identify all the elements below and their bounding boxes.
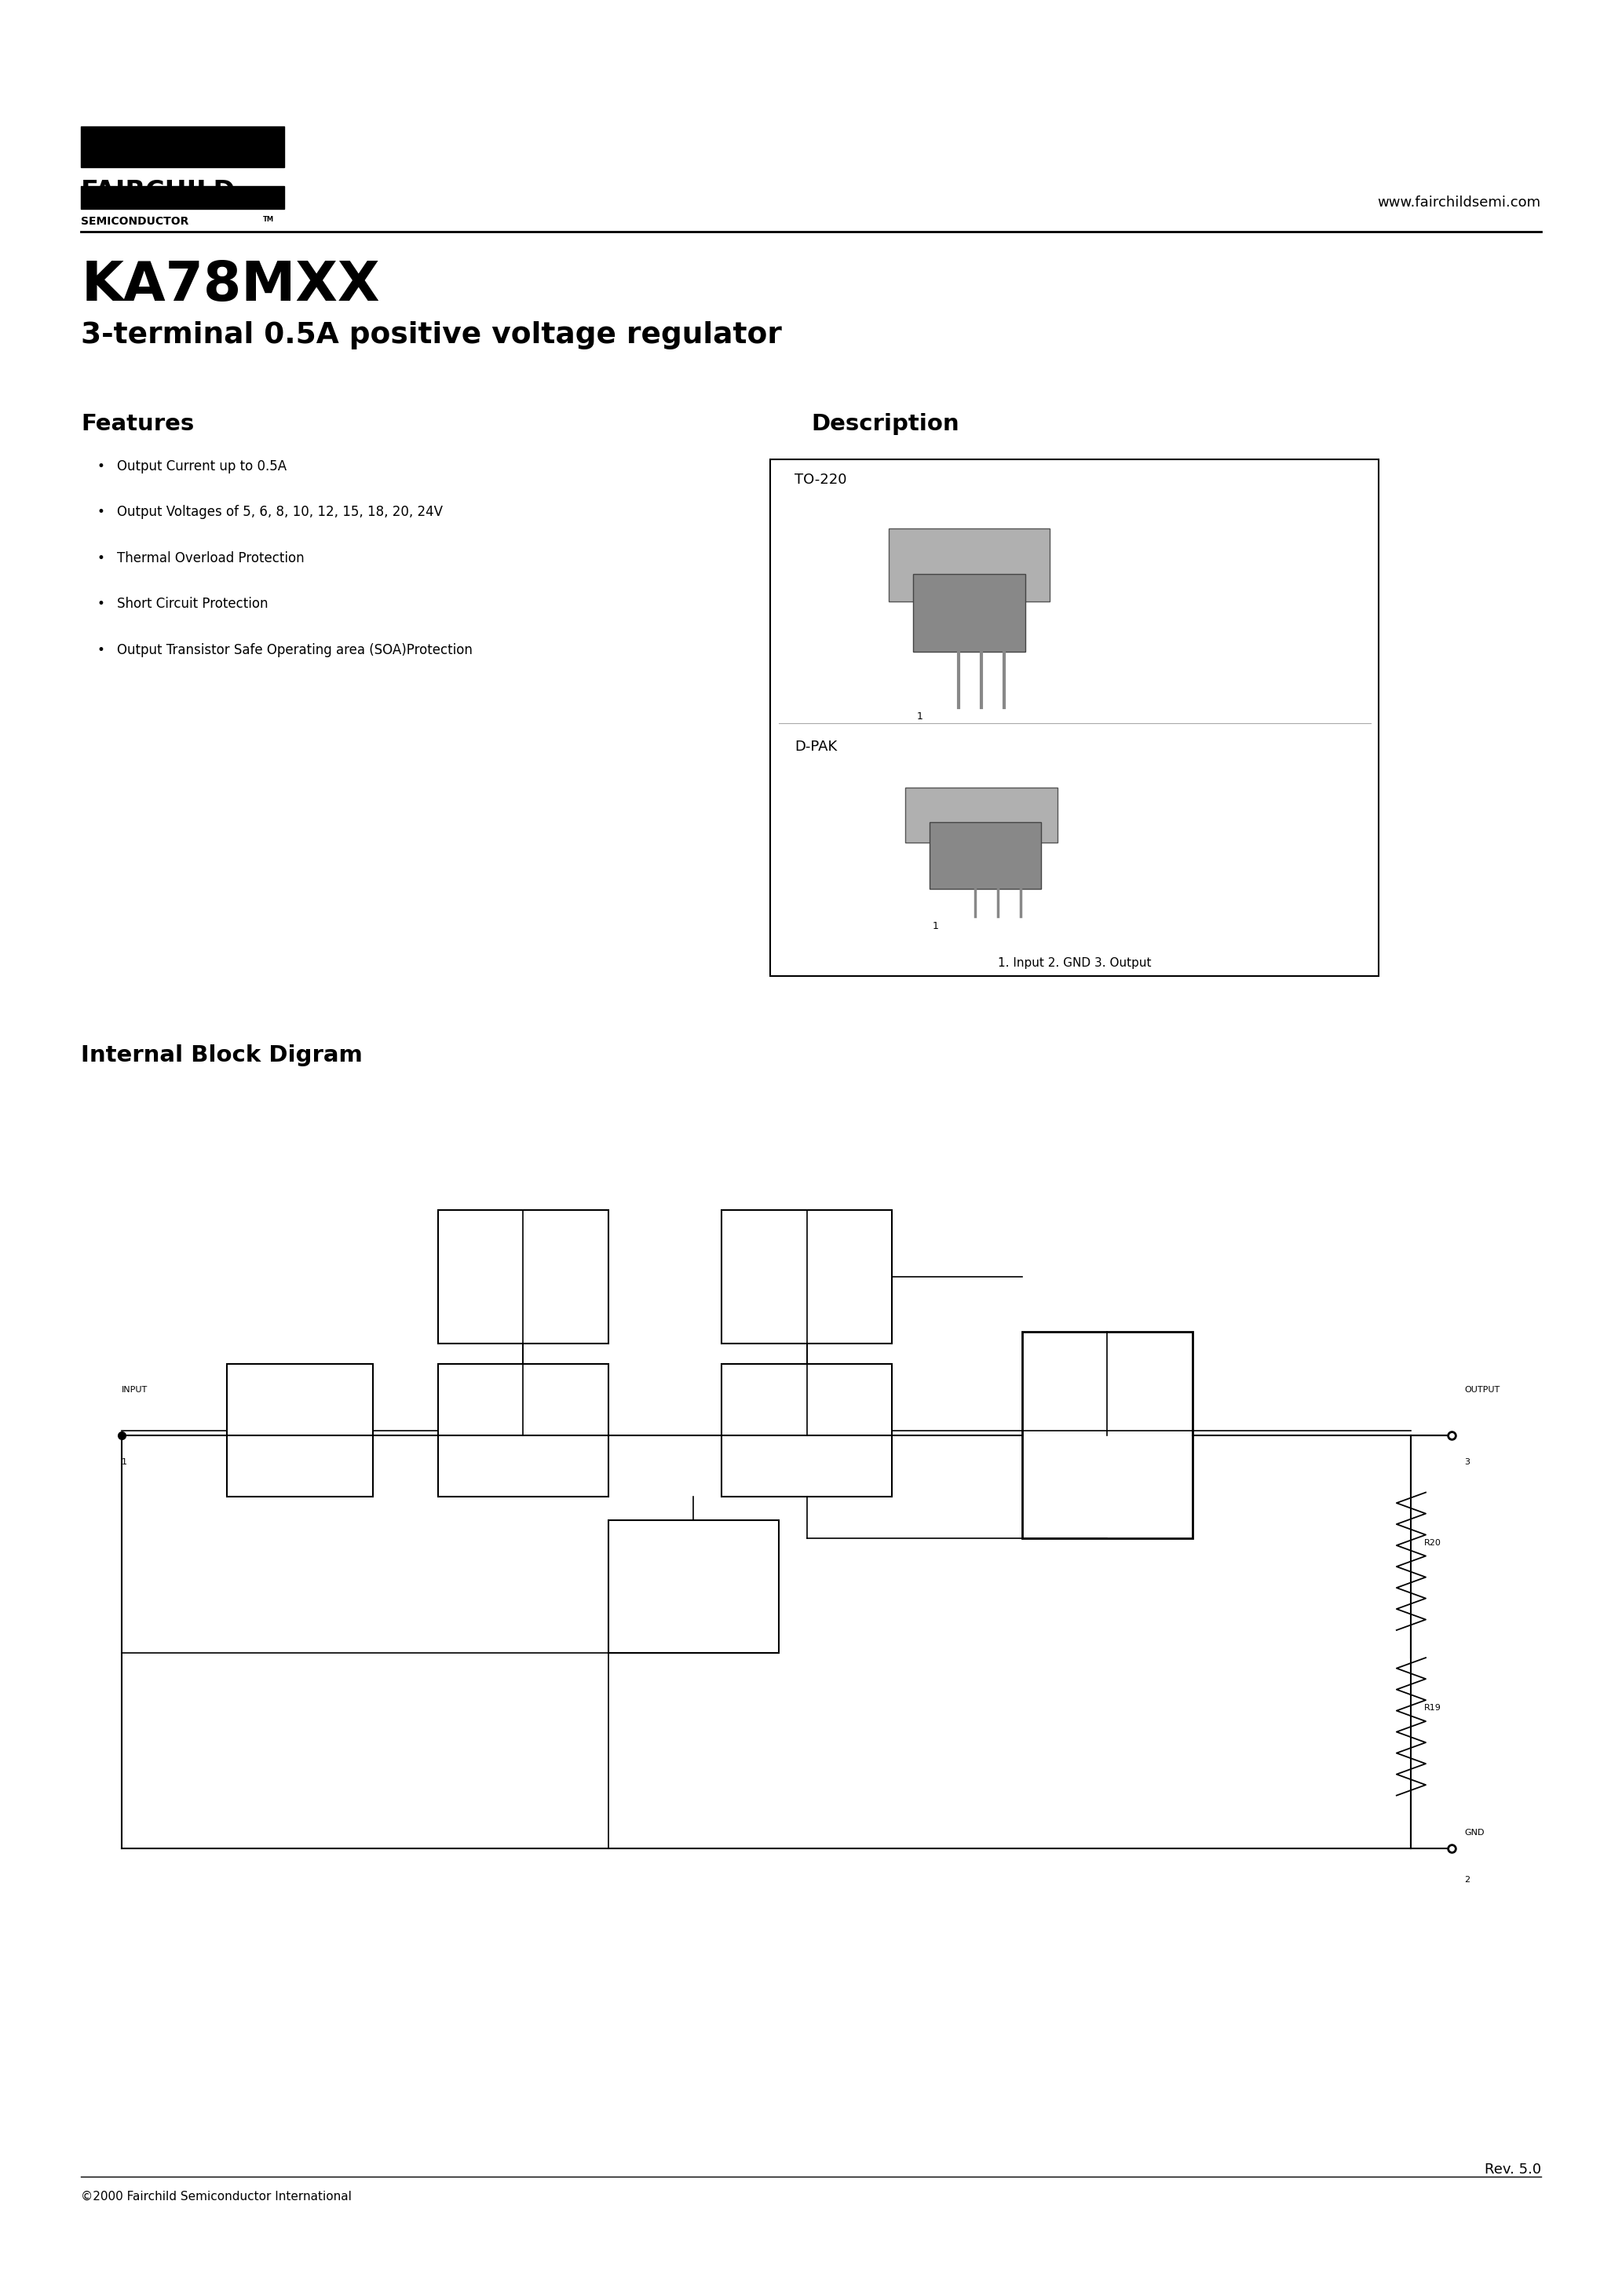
FancyBboxPatch shape bbox=[889, 528, 1049, 602]
Text: •: • bbox=[97, 551, 105, 565]
Text: Features: Features bbox=[81, 413, 195, 436]
Text: THERMAL
PROTECTION: THERMAL PROTECTION bbox=[668, 1577, 719, 1596]
FancyBboxPatch shape bbox=[929, 822, 1041, 889]
Text: STARTING
CIRCUIT: STARTING CIRCUIT bbox=[281, 1421, 320, 1440]
Bar bbox=[722, 1364, 892, 1497]
Text: 2: 2 bbox=[1465, 1876, 1470, 1883]
Text: •: • bbox=[97, 459, 105, 473]
Text: SOA
PROTECTION: SOA PROTECTION bbox=[782, 1267, 832, 1286]
Text: 3-terminal 0.5A positive voltage regulator: 3-terminal 0.5A positive voltage regulat… bbox=[81, 321, 782, 349]
Text: FAIRCHILD: FAIRCHILD bbox=[81, 179, 235, 204]
Text: CURRENT
GENERATOR: CURRENT GENERATOR bbox=[500, 1267, 547, 1286]
Bar bbox=[438, 1364, 608, 1497]
Text: 1. Input 2. GND 3. Output: 1. Input 2. GND 3. Output bbox=[998, 957, 1152, 969]
Bar bbox=[608, 1520, 779, 1653]
Text: SEMICONDUCTOR: SEMICONDUCTOR bbox=[81, 216, 188, 227]
Text: SERIES
PASS
ELEMENT: SERIES PASS ELEMENT bbox=[1088, 1421, 1126, 1449]
Text: ©2000 Fairchild Semiconductor International: ©2000 Fairchild Semiconductor Internatio… bbox=[81, 2190, 352, 2202]
Bar bbox=[81, 126, 284, 168]
Bar bbox=[81, 186, 284, 209]
Text: Output Transistor Safe Operating area (SOA)Protection: Output Transistor Safe Operating area (S… bbox=[117, 643, 472, 657]
Text: R19: R19 bbox=[1424, 1704, 1442, 1713]
Text: REFERENCE
VOLTAGE: REFERENCE VOLTAGE bbox=[500, 1421, 547, 1440]
Bar bbox=[722, 1210, 892, 1343]
Text: Description: Description bbox=[811, 413, 959, 436]
Text: D-PAK: D-PAK bbox=[795, 739, 837, 753]
Bar bbox=[1022, 1332, 1192, 1538]
Bar bbox=[227, 1364, 373, 1497]
FancyBboxPatch shape bbox=[905, 788, 1058, 843]
Text: Internal Block Digram: Internal Block Digram bbox=[81, 1045, 363, 1068]
Text: 1: 1 bbox=[916, 712, 923, 721]
Bar bbox=[770, 459, 1379, 976]
Text: Thermal Overload Protection: Thermal Overload Protection bbox=[117, 551, 305, 565]
Text: •: • bbox=[97, 505, 105, 519]
Text: KA78MXX: KA78MXX bbox=[81, 259, 380, 312]
Text: TO-220: TO-220 bbox=[795, 473, 847, 487]
Text: 3: 3 bbox=[1465, 1458, 1470, 1465]
Text: R20: R20 bbox=[1424, 1538, 1442, 1548]
Text: INPUT: INPUT bbox=[122, 1387, 148, 1394]
Text: The KA78MXX series of three-terminal positive regulators
are available in the TO: The KA78MXX series of three-terminal pos… bbox=[811, 459, 1186, 521]
Text: Rev. 5.0: Rev. 5.0 bbox=[1484, 2163, 1541, 2177]
Text: •: • bbox=[97, 643, 105, 657]
Text: Output Voltages of 5, 6, 8, 10, 12, 15, 18, 20, 24V: Output Voltages of 5, 6, 8, 10, 12, 15, … bbox=[117, 505, 443, 519]
Text: •: • bbox=[97, 597, 105, 611]
Text: TM: TM bbox=[263, 216, 274, 223]
Bar bbox=[438, 1210, 608, 1343]
Text: Short Circuit Protection: Short Circuit Protection bbox=[117, 597, 268, 611]
Text: Output Current up to 0.5A: Output Current up to 0.5A bbox=[117, 459, 287, 473]
Text: 1: 1 bbox=[122, 1458, 127, 1465]
FancyBboxPatch shape bbox=[913, 574, 1025, 652]
Text: www.fairchildsemi.com: www.fairchildsemi.com bbox=[1377, 195, 1541, 209]
Text: OUTPUT: OUTPUT bbox=[1465, 1387, 1500, 1394]
Text: 1: 1 bbox=[933, 921, 939, 930]
Text: GND: GND bbox=[1465, 1830, 1484, 1837]
Text: ERROR
AMPLIFIER: ERROR AMPLIFIER bbox=[787, 1421, 827, 1440]
